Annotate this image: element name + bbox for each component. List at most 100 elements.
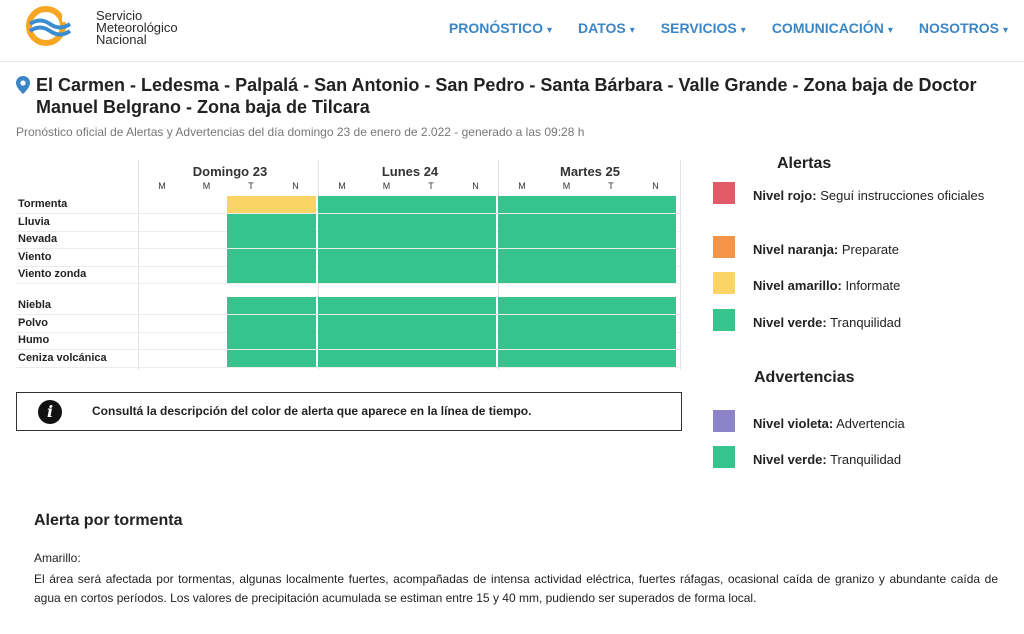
alert-cell-green[interactable] xyxy=(407,214,452,231)
alert-cell-green[interactable] xyxy=(498,231,543,248)
alert-cell-green[interactable] xyxy=(498,297,543,314)
alert-cell-green[interactable] xyxy=(407,332,452,349)
alert-cell-green[interactable] xyxy=(362,249,408,266)
nav-comunicacion[interactable]: COMUNICACIÓN ▾ xyxy=(772,20,893,36)
alert-cell-green[interactable] xyxy=(451,350,496,367)
alert-cell-green[interactable] xyxy=(498,249,543,266)
alert-cell-green[interactable] xyxy=(451,332,496,349)
alert-cell-yellow[interactable] xyxy=(227,196,272,213)
alert-cell-green[interactable] xyxy=(631,249,676,266)
alert-cell-green[interactable] xyxy=(587,249,632,266)
alert-cell-green[interactable] xyxy=(362,266,408,283)
alert-cell-green[interactable] xyxy=(542,231,588,248)
alert-cell-green[interactable] xyxy=(631,350,676,367)
alert-cell-yellow[interactable] xyxy=(271,196,316,213)
alert-cell-green[interactable] xyxy=(271,332,316,349)
alert-cell-green[interactable] xyxy=(587,214,632,231)
alert-cell-green[interactable] xyxy=(451,231,496,248)
alert-cell-green[interactable] xyxy=(542,297,588,314)
alert-cell-green[interactable] xyxy=(542,350,588,367)
alert-cell-green[interactable] xyxy=(498,332,543,349)
nav-nosotros[interactable]: NOSOTROS ▾ xyxy=(919,20,1008,36)
alert-cell-green[interactable] xyxy=(451,266,496,283)
alert-cell-green[interactable] xyxy=(318,332,363,349)
alert-cell-green[interactable] xyxy=(587,196,632,213)
alert-cell-green[interactable] xyxy=(542,332,588,349)
alert-cell-green[interactable] xyxy=(227,214,272,231)
alert-cell-green[interactable] xyxy=(542,249,588,266)
nav-datos[interactable]: DATOS ▾ xyxy=(578,20,635,36)
alert-cell-green[interactable] xyxy=(318,315,363,332)
alert-cell-green[interactable] xyxy=(318,249,363,266)
day-separator xyxy=(138,160,139,370)
alert-cell-green[interactable] xyxy=(271,297,316,314)
alert-cell-green[interactable] xyxy=(542,214,588,231)
alert-cell-green[interactable] xyxy=(227,297,272,314)
alert-cell-green[interactable] xyxy=(451,249,496,266)
alert-cell-green[interactable] xyxy=(631,315,676,332)
alert-cell-green[interactable] xyxy=(542,196,588,213)
nav-pronostico[interactable]: PRONÓSTICO ▾ xyxy=(449,20,552,36)
alert-cell-green[interactable] xyxy=(451,196,496,213)
alert-cell-green[interactable] xyxy=(498,350,543,367)
alert-cell-green[interactable] xyxy=(587,332,632,349)
alert-cell-green[interactable] xyxy=(587,315,632,332)
legend-description: Tranquilidad xyxy=(826,452,902,467)
alert-cell-green[interactable] xyxy=(271,214,316,231)
alert-cell-green[interactable] xyxy=(407,297,452,314)
alert-cell-green[interactable] xyxy=(318,350,363,367)
alert-cell-green[interactable] xyxy=(498,214,543,231)
alert-cell-green[interactable] xyxy=(318,266,363,283)
alert-cell-green[interactable] xyxy=(227,231,272,248)
alert-cell-green[interactable] xyxy=(362,231,408,248)
nav-servicios[interactable]: SERVICIOS ▾ xyxy=(661,20,746,36)
alert-cell-green[interactable] xyxy=(407,196,452,213)
alert-cell-green[interactable] xyxy=(631,231,676,248)
alert-cell-green[interactable] xyxy=(362,297,408,314)
alert-cell-green[interactable] xyxy=(407,266,452,283)
alert-cell-green[interactable] xyxy=(362,350,408,367)
nav-label: DATOS xyxy=(578,20,626,36)
alert-cell-green[interactable] xyxy=(271,231,316,248)
alert-cell-green[interactable] xyxy=(227,350,272,367)
alert-cell-green[interactable] xyxy=(318,297,363,314)
alert-cell-green[interactable] xyxy=(587,231,632,248)
alert-cell-green[interactable] xyxy=(271,350,316,367)
alert-cell-green[interactable] xyxy=(271,266,316,283)
alert-cell-green[interactable] xyxy=(587,350,632,367)
smn-logo[interactable]: Servicio Meteorológico Nacional xyxy=(24,4,184,46)
alert-cell-green[interactable] xyxy=(631,196,676,213)
alert-cell-green[interactable] xyxy=(631,266,676,283)
alert-cell-green[interactable] xyxy=(451,214,496,231)
alert-cell-green[interactable] xyxy=(227,266,272,283)
alert-cell-green[interactable] xyxy=(362,315,408,332)
alert-cell-green[interactable] xyxy=(451,315,496,332)
alert-cell-green[interactable] xyxy=(362,214,408,231)
alert-cell-green[interactable] xyxy=(227,332,272,349)
alert-cell-green[interactable] xyxy=(631,297,676,314)
alert-cell-green[interactable] xyxy=(407,350,452,367)
alert-cell-green[interactable] xyxy=(318,196,363,213)
alert-cell-green[interactable] xyxy=(362,332,408,349)
alert-cell-green[interactable] xyxy=(271,249,316,266)
alert-cell-green[interactable] xyxy=(542,315,588,332)
alert-cell-green[interactable] xyxy=(451,297,496,314)
alert-cell-green[interactable] xyxy=(498,266,543,283)
alert-cell-green[interactable] xyxy=(318,231,363,248)
alert-cell-green[interactable] xyxy=(631,214,676,231)
alert-cell-green[interactable] xyxy=(542,266,588,283)
alert-cell-green[interactable] xyxy=(587,266,632,283)
alert-cell-green[interactable] xyxy=(407,249,452,266)
alert-cell-green[interactable] xyxy=(271,315,316,332)
alert-cell-green[interactable] xyxy=(407,231,452,248)
alert-cell-green[interactable] xyxy=(498,196,543,213)
alert-cell-green[interactable] xyxy=(227,315,272,332)
alert-cell-green[interactable] xyxy=(227,249,272,266)
alert-cell-green[interactable] xyxy=(631,332,676,349)
alert-cell-green[interactable] xyxy=(407,315,452,332)
alert-cell-green[interactable] xyxy=(587,297,632,314)
legend-text: Nivel violeta: Advertencia xyxy=(753,413,1013,434)
alert-cell-green[interactable] xyxy=(318,214,363,231)
alert-cell-green[interactable] xyxy=(362,196,408,213)
alert-cell-green[interactable] xyxy=(498,315,543,332)
